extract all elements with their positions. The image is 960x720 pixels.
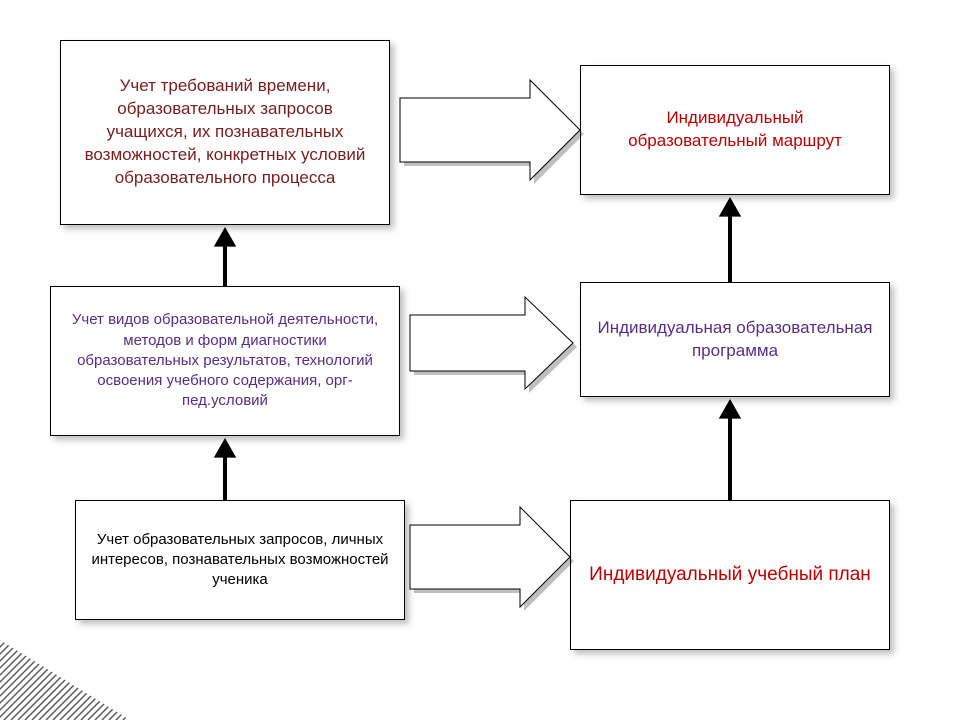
- box-left-top: Учет требований времени, образовательных…: [60, 40, 390, 225]
- thin-arrow-right-top: [710, 197, 750, 284]
- box-left-top-text: Учет требований времени, образовательных…: [75, 75, 375, 190]
- hatched-corner: [0, 640, 130, 720]
- box-right-mid-text: Индивидуальная образовательная программа: [595, 317, 875, 363]
- block-arrow-top: [400, 80, 588, 188]
- box-right-mid: Индивидуальная образовательная программа: [580, 282, 890, 397]
- block-arrow-middle: [410, 297, 581, 397]
- thin-arrow-right-bot: [710, 399, 750, 502]
- box-left-mid-text: Учет видов образовательной деятельности,…: [65, 310, 385, 411]
- box-left-bot: Учет образовательных запросов, личных ин…: [75, 500, 405, 620]
- box-right-bot: Индивидуальный учебный план: [570, 500, 890, 650]
- thin-arrow-left-bot: [205, 438, 245, 502]
- box-right-bot-text: Индивидуальный учебный план: [589, 562, 871, 588]
- box-right-top-text: Индивидуальный образовательный маршрут: [595, 107, 875, 153]
- block-arrow-bottom: [410, 507, 578, 615]
- box-left-bot-text: Учет образовательных запросов, личных ин…: [90, 530, 390, 591]
- box-right-top: Индивидуальный образовательный маршрут: [580, 65, 890, 195]
- thin-arrow-left-top: [205, 227, 245, 288]
- box-left-mid: Учет видов образовательной деятельности,…: [50, 286, 400, 436]
